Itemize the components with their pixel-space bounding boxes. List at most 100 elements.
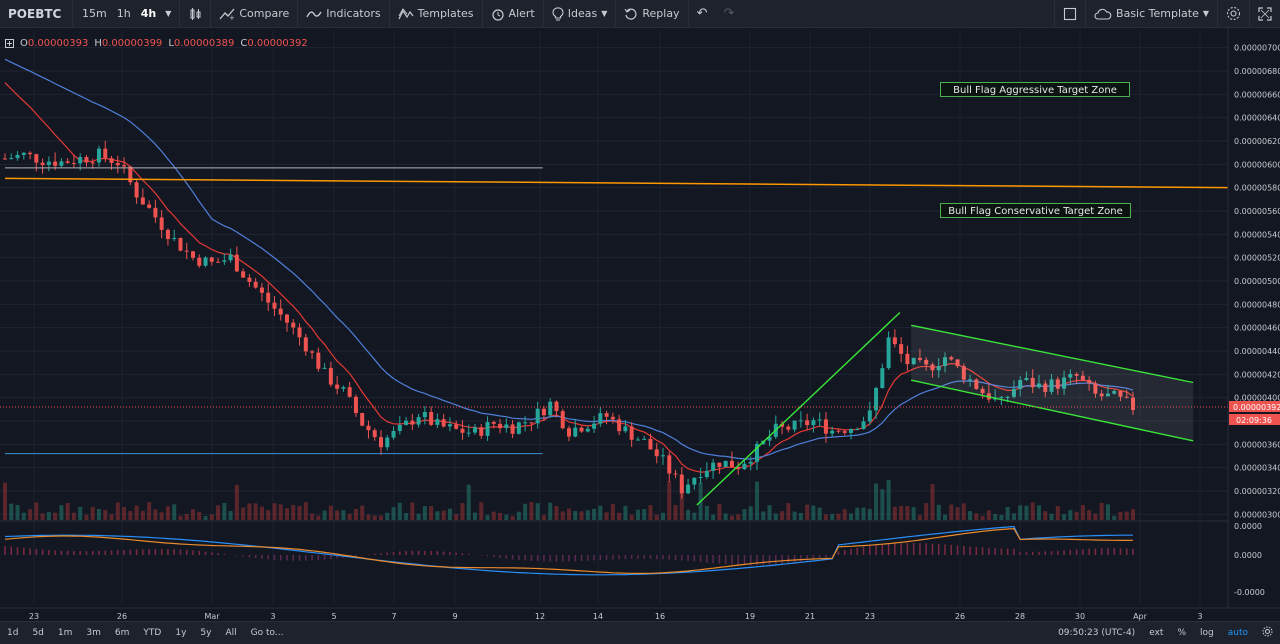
volume-bar xyxy=(529,502,534,520)
candle-body xyxy=(629,426,634,440)
volume-bar xyxy=(836,513,841,520)
candlesticks xyxy=(3,140,1135,499)
candle-body xyxy=(410,420,415,425)
candle-body xyxy=(911,357,916,365)
macd-tick-label: -0.0000 xyxy=(1234,588,1265,597)
trend-drawings xyxy=(0,167,1229,506)
log-toggle[interactable]: log xyxy=(1200,628,1214,638)
undo-button[interactable]: ↶ xyxy=(689,0,716,28)
price-chart[interactable]: 0.00000700 0.00000680 0.00000660 0.00000640… xyxy=(0,28,1280,621)
candle-body xyxy=(817,419,822,421)
range-ytd[interactable]: YTD xyxy=(143,628,162,638)
range-5y[interactable]: 5y xyxy=(200,628,212,638)
volume-bar xyxy=(510,515,515,520)
volume-bar xyxy=(567,508,571,520)
volume-bar xyxy=(15,505,20,520)
templates-button[interactable]: Templates xyxy=(390,0,482,28)
range-3m[interactable]: 3m xyxy=(86,628,101,638)
candle-body xyxy=(122,165,127,167)
volume-bar xyxy=(755,481,759,520)
candle-body xyxy=(1074,374,1079,376)
candle-body xyxy=(1118,391,1123,397)
range-1m[interactable]: 1m xyxy=(57,628,73,638)
range-1y[interactable]: 1y xyxy=(175,628,187,638)
chart-style-button[interactable] xyxy=(180,0,210,28)
percent-toggle[interactable]: % xyxy=(1177,628,1186,638)
template-menu-button[interactable]: Basic Template ▼ xyxy=(1086,0,1217,28)
auto-toggle[interactable]: auto xyxy=(1227,628,1248,638)
symbol-search[interactable]: POEBTC xyxy=(8,6,62,21)
candle-body xyxy=(1131,397,1135,410)
range-5d[interactable]: 5d xyxy=(32,628,44,638)
candle-body xyxy=(1099,393,1104,397)
aggressive-target-zone-label[interactable]: Bull Flag Aggressive Target Zone xyxy=(940,82,1130,97)
candle-body xyxy=(516,422,521,434)
chart-grid xyxy=(0,28,1280,621)
range-6m[interactable]: 6m xyxy=(114,628,130,638)
fullscreen-icon xyxy=(1258,6,1272,21)
ideas-button[interactable]: Ideas ▼ xyxy=(544,0,616,28)
redo-button[interactable]: ↷ xyxy=(715,0,742,28)
flagpole-line xyxy=(696,311,901,506)
interval-4h[interactable]: 4h xyxy=(140,7,157,20)
volume-bar xyxy=(535,503,540,520)
volume-bar xyxy=(548,502,553,520)
volume-bar xyxy=(930,484,935,520)
candle-body xyxy=(880,368,885,389)
volume-bar xyxy=(316,515,321,520)
ext-toggle[interactable]: ext xyxy=(1149,628,1164,638)
price-tick-label: 0.00000460 xyxy=(1234,324,1280,333)
price-tick-label: 0.00000680 xyxy=(1234,67,1280,76)
replay-button[interactable]: Replay xyxy=(616,0,687,28)
volume-bar xyxy=(209,514,214,520)
candle-body xyxy=(1068,374,1073,378)
volume-bar xyxy=(936,504,941,520)
price-tick-label: 0.00000700 xyxy=(1234,44,1280,53)
chevron-down-icon[interactable]: ▼ xyxy=(165,9,172,18)
gear-icon xyxy=(1226,6,1241,21)
range-all[interactable]: All xyxy=(225,628,237,638)
volume-bar xyxy=(147,502,152,520)
candle-body xyxy=(479,427,484,436)
indicators-button[interactable]: Indicators xyxy=(298,0,388,28)
interval-15m[interactable]: 15m xyxy=(82,7,107,20)
clock-time[interactable]: 09:50:23 (UTC-4) xyxy=(1058,628,1136,638)
layout-button[interactable] xyxy=(1055,0,1085,28)
conservative-target-zone-label[interactable]: Bull Flag Conservative Target Zone xyxy=(940,203,1131,218)
candle-body xyxy=(391,430,396,438)
fullscreen-button[interactable] xyxy=(1250,0,1280,28)
candle-body xyxy=(917,357,922,360)
collapse-legend-icon[interactable] xyxy=(5,39,14,48)
volume-bar xyxy=(34,502,39,520)
volume-bar xyxy=(404,513,409,520)
scale-settings-button[interactable] xyxy=(1255,626,1280,640)
compare-button[interactable]: + Compare xyxy=(211,0,297,28)
volume-bar xyxy=(974,513,979,520)
volume-bar xyxy=(322,510,327,520)
candle-body xyxy=(736,467,741,470)
candle-body xyxy=(955,359,960,367)
time-tick-label: 19 xyxy=(745,612,755,621)
volume-bar xyxy=(629,515,634,520)
goto-date-button[interactable]: Go to... xyxy=(250,628,284,638)
range-1d[interactable]: 1d xyxy=(7,628,19,638)
candle-body xyxy=(723,460,728,467)
time-tick-label: 3 xyxy=(270,612,275,621)
volume-bar xyxy=(723,513,728,520)
volume-bar xyxy=(692,512,697,520)
toolbar-divider xyxy=(687,0,689,28)
alert-button[interactable]: Alert xyxy=(483,0,543,28)
price-tick-label: 0.00000500 xyxy=(1234,277,1280,286)
candle-body xyxy=(422,412,427,418)
candle-body xyxy=(686,484,691,494)
volume-bar xyxy=(704,505,709,520)
candle-body xyxy=(385,437,390,448)
volume-bar xyxy=(661,512,665,520)
volume-bar xyxy=(1005,507,1010,520)
candle-body xyxy=(498,423,503,429)
candle-body xyxy=(1093,383,1098,394)
candle-body xyxy=(535,408,540,424)
volume-bar xyxy=(623,505,628,520)
interval-1h[interactable]: 1h xyxy=(116,7,131,20)
settings-button[interactable] xyxy=(1218,0,1249,28)
